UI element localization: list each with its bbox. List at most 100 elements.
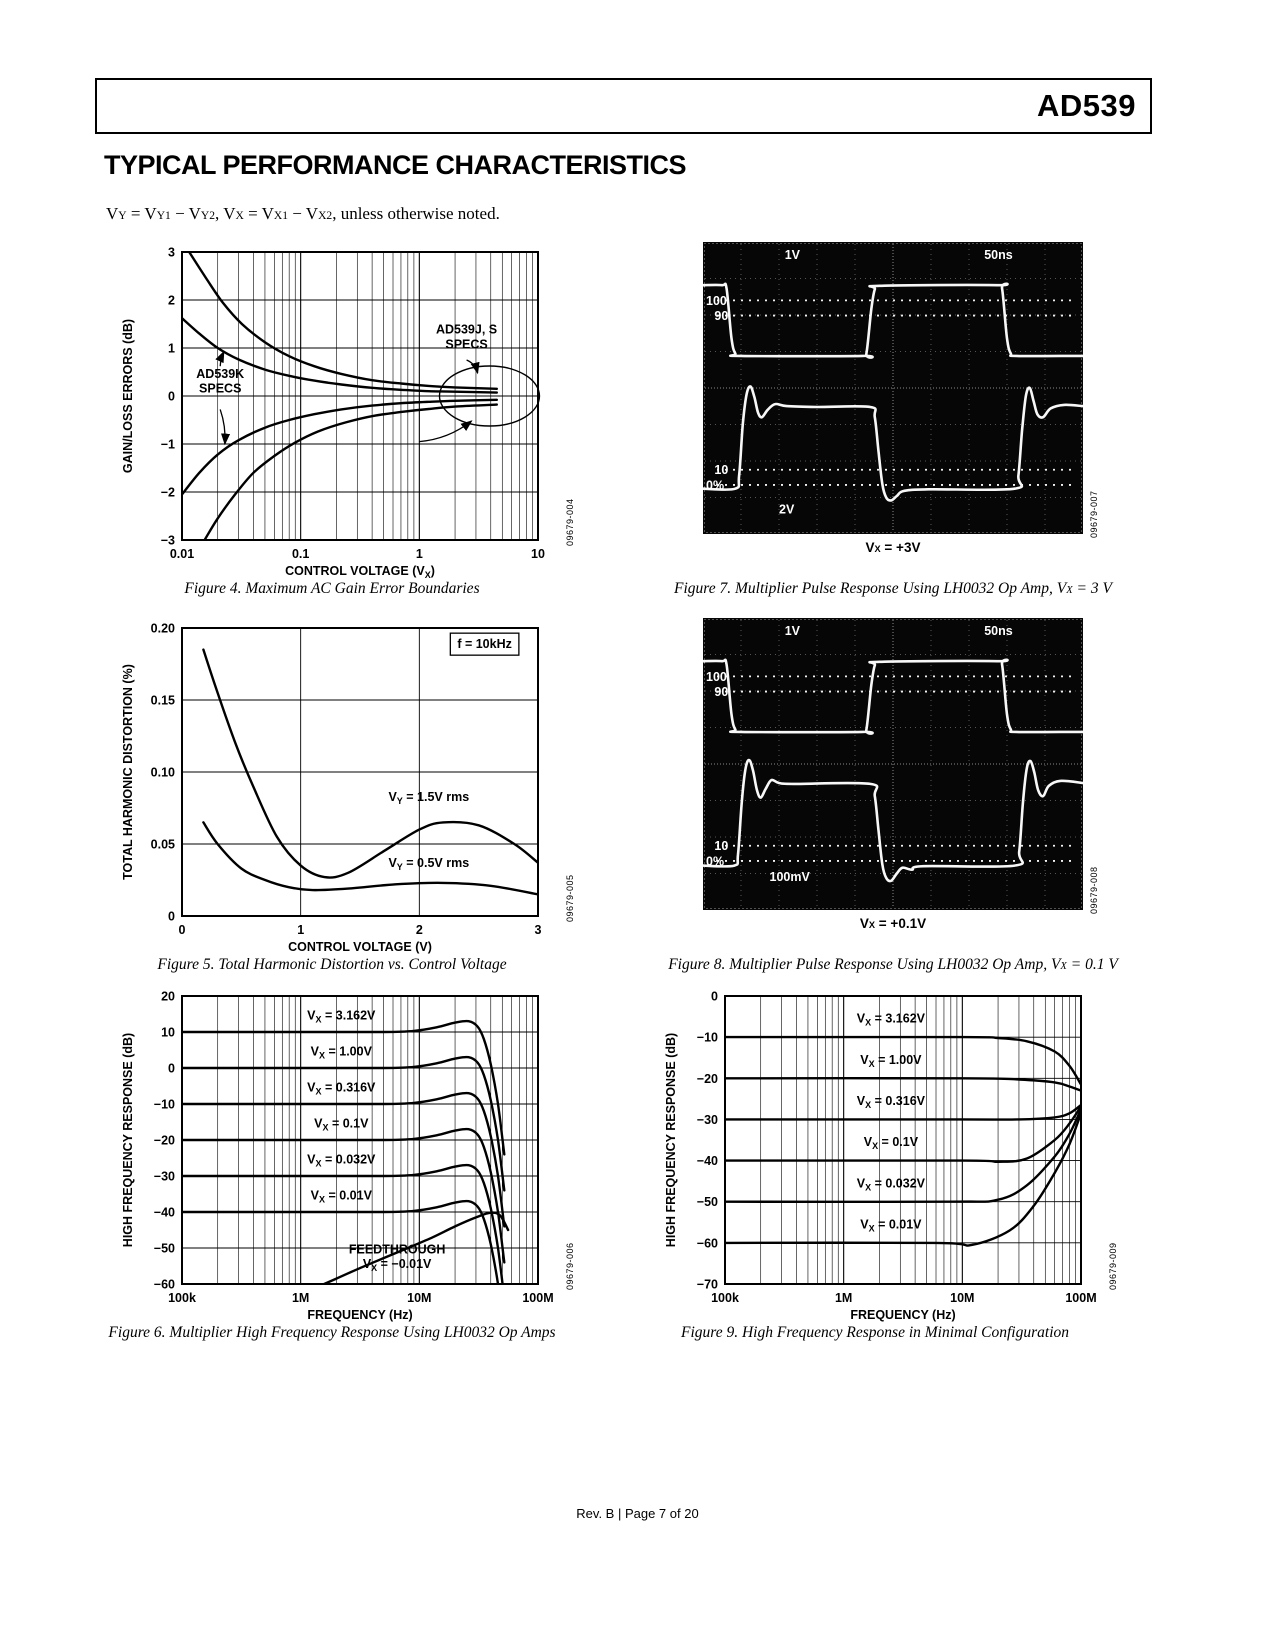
fig8-caption: Figure 8. Multiplier Pulse Response Usin…	[668, 956, 1118, 973]
y-tick-label: 0.10	[151, 766, 175, 780]
fig6-caption: Figure 6. Multiplier High Frequency Resp…	[108, 1324, 556, 1341]
scope-readout-label: 1V	[785, 248, 801, 262]
curve-label: VX = 0.01V	[311, 1188, 373, 1204]
scope-readout-label: 90	[714, 309, 728, 323]
conditions-note: VY = VY1 − VY2, VX = VX1 − VX2, unless o…	[106, 204, 500, 223]
annotation-arrow	[466, 359, 480, 375]
fig6-figure-code: 09679-006	[565, 1242, 575, 1290]
scope-graticule	[704, 243, 1082, 533]
scope-readout-label: 1V	[785, 624, 801, 638]
curve-label: VX = 0.032V	[857, 1176, 926, 1192]
x-tick-label: 10M	[950, 1291, 974, 1305]
y-tick-label: 0	[168, 390, 175, 404]
response-vx-1p00v	[182, 1055, 506, 1192]
response-vx-0p316v	[725, 1103, 1081, 1121]
fig8-condition-label: VX = +0.1V	[859, 916, 927, 931]
section-title: TYPICAL PERFORMANCE CHARACTERISTICS	[104, 150, 687, 180]
chart-fig9: 100k 1M 10M 100M 0 −10 −20 −30 −40 −50 −60 −70 FREQU…	[664, 990, 1097, 1323]
fig8-figure-code: 09679-008	[1089, 866, 1099, 914]
y-tick-label: −70	[697, 1278, 718, 1292]
thd-vy-0p5vrms	[202, 821, 538, 896]
plot-border	[181, 251, 539, 541]
y-axis-title: HIGH FREQUENCY RESPONSE (dB)	[664, 1033, 678, 1247]
x-tick-label: 1	[297, 923, 304, 937]
curve-label: FEEDTHROUGH VX = −0.01V	[349, 1242, 446, 1273]
part-number: AD539	[1037, 88, 1136, 123]
y-tick-label: 20	[161, 990, 175, 1004]
scope-readout-label: 50ns	[984, 624, 1013, 638]
x-axis-title: FREQUENCY (Hz)	[307, 1308, 412, 1322]
curve-label: VY = 0.5V rms	[388, 856, 469, 872]
scope-trace-2	[701, 385, 1085, 502]
figure-7-pulse-response-3v: 1V 50ns 100 90 10 0% 2V VX = +3V Figure 7. Multi…	[674, 242, 1112, 597]
x-tick-label: 1M	[835, 1291, 852, 1305]
x-tick-label: 0	[179, 923, 186, 937]
figure-4-gain-error: 0.01 0.1 1 10 3 2 1 0 −1 −2 −3 CONTROL VOLTAGE (VX)…	[102, 244, 575, 598]
x-tick-label: 100k	[711, 1291, 739, 1305]
response-vx-0p1v	[725, 1105, 1081, 1164]
figure-8-pulse-response-0p1v: 1V 50ns 100 90 10 0% 100mV VX = +0.1V Figure 8. …	[668, 618, 1118, 973]
x-axis-title: CONTROL VOLTAGE (VX)	[285, 564, 435, 578]
chart-fig6: 100k 1M 10M 100M 20 10 0 −10 −20 −30 −40 −50 −60 FREQ…	[121, 990, 554, 1323]
fig7-caption: Figure 7. Multiplier Pulse Response Usin…	[674, 580, 1112, 597]
response-vx-0p01v	[725, 1112, 1081, 1247]
curve-label: AD539K SPECS	[196, 367, 244, 396]
y-axis-title: HIGH FREQUENCY RESPONSE (dB)	[121, 1033, 135, 1247]
scope-readout-label: 100	[706, 294, 727, 308]
scope-trace-1	[701, 282, 1085, 359]
figure-6-hf-response: 100k 1M 10M 100M 20 10 0 −10 −20 −30 −40 −50 −60 FREQ…	[102, 988, 575, 1342]
x-axis-title: FREQUENCY (Hz)	[850, 1308, 955, 1322]
y-tick-label: 10	[161, 1026, 175, 1040]
y-tick-label: −60	[154, 1278, 175, 1292]
y-tick-label: 0	[168, 1062, 175, 1076]
ad539js-upper-bound	[188, 252, 498, 390]
figure-9-hf-response-minimal: 100k 1M 10M 100M 0 −10 −20 −30 −40 −50 −60 −70 FREQU…	[645, 988, 1118, 1342]
plot-border	[724, 995, 1082, 1285]
curve-label: VX = 0.1V	[864, 1135, 919, 1151]
curve-label: VX = 1.00V	[311, 1044, 373, 1060]
response-vx-3p162v	[725, 1035, 1081, 1086]
curve-label: VX = 0.316V	[857, 1094, 926, 1110]
scope-readout-label: 100mV	[770, 870, 811, 884]
fig9-caption: Figure 9. High Frequency Response in Min…	[680, 1324, 1070, 1341]
fig7-condition-label: VX = +3V	[865, 540, 921, 555]
annotation-arrow	[419, 420, 473, 443]
x-tick-label: 2	[416, 923, 423, 937]
scope-readout-label: 10	[714, 463, 728, 477]
curve-label: VX = 0.1V	[314, 1116, 369, 1132]
y-tick-label: −50	[154, 1242, 175, 1256]
plot-border	[181, 627, 539, 917]
response-vx-0p032v	[725, 1107, 1081, 1204]
y-tick-label: −30	[154, 1170, 175, 1184]
thd-vy-1p5vrms	[202, 648, 538, 879]
curve-label: VX = 0.032V	[307, 1152, 376, 1168]
response-vx-0p032v	[182, 1163, 504, 1284]
x-tick-label: 10M	[407, 1291, 431, 1305]
scope-readout-label: 50ns	[984, 248, 1013, 262]
curve-label: VX = 0.316V	[307, 1080, 376, 1096]
scope-graticule	[704, 619, 1082, 909]
feedthrough-vx-minus0p01v	[321, 1211, 510, 1284]
y-tick-label: 0.15	[151, 694, 175, 708]
grid	[182, 252, 538, 540]
annotation-arrow	[215, 350, 225, 367]
annotation-arrow	[219, 409, 231, 446]
curve-label: VY = 1.5V rms	[388, 790, 469, 806]
plot-border	[181, 995, 539, 1285]
y-tick-label: −30	[697, 1113, 718, 1127]
y-tick-label: 2	[168, 294, 175, 308]
y-tick-label: 0.20	[151, 622, 175, 636]
x-tick-label: 100M	[522, 1291, 553, 1305]
y-tick-label: −20	[154, 1134, 175, 1148]
scope-trace-2	[701, 758, 1085, 883]
header-rule-box: AD539	[95, 78, 1152, 134]
y-axis-title: GAIN/LOSS ERRORS (dB)	[121, 319, 135, 473]
scope-readout-label: 90	[714, 685, 728, 699]
curve-label: VX = 1.00V	[860, 1053, 922, 1069]
response-vx-3p162v	[182, 1019, 506, 1156]
y-tick-label: 0	[168, 910, 175, 924]
